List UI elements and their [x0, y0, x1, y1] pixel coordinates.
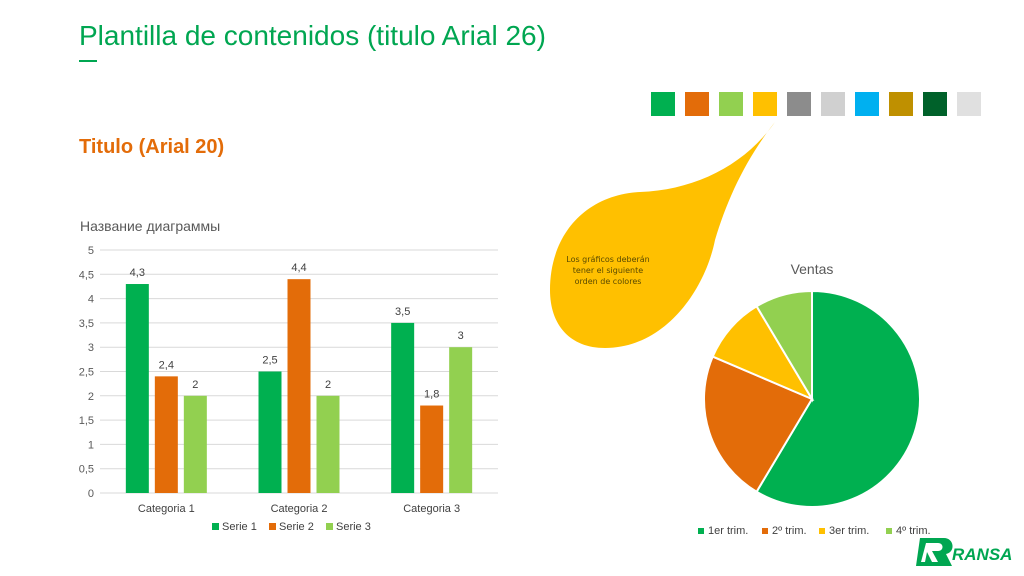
callout-shape: [550, 122, 775, 348]
title-underline: [79, 60, 97, 62]
pie-chart: 1er trim. 2º trim. 3er trim. 4º trim.: [698, 289, 931, 537]
legend-label: 3er trim.: [829, 525, 869, 537]
legend-label: Serie 2: [279, 521, 314, 533]
data-label: 1,8: [424, 389, 439, 401]
y-tick-label: 4,5: [79, 269, 94, 281]
pie-slice: [755, 289, 813, 403]
color-swatch: [923, 92, 947, 116]
data-label: 4,4: [291, 262, 306, 274]
callout-bubble: [550, 122, 775, 348]
y-tick-label: 1: [88, 439, 94, 451]
bar: [154, 376, 178, 493]
legend-label: 4º trim.: [896, 525, 931, 537]
data-label: 3,5: [395, 306, 410, 318]
color-swatch: [855, 92, 879, 116]
data-label: 2: [192, 379, 198, 391]
bar: [449, 347, 473, 493]
legend-label: Serie 3: [336, 521, 371, 533]
data-label: 3: [458, 330, 464, 342]
legend-label: 1er trim.: [708, 525, 748, 537]
callout-line: tener el siguiente: [572, 266, 644, 275]
y-tick-label: 3: [88, 342, 94, 354]
y-tick-label: 5: [88, 245, 94, 257]
data-label: 2,5: [262, 355, 277, 367]
bar: [391, 322, 415, 493]
legend-swatch: [212, 523, 219, 530]
legend-swatch: [762, 528, 768, 534]
y-tick-label: 3,5: [79, 318, 94, 330]
y-tick-label: 1,5: [79, 415, 94, 427]
slide-title: Plantilla de contenidos (titulo Arial 26…: [79, 20, 546, 51]
legend-swatch: [698, 528, 704, 534]
legend-swatch: [886, 528, 892, 534]
pie-slice: [703, 355, 814, 494]
y-tick-label: 0,5: [79, 464, 94, 476]
callout-line: orden de colores: [574, 277, 642, 286]
color-swatch: [685, 92, 709, 116]
y-tick-label: 2: [88, 391, 94, 403]
callout-text: Los gráficos deberán tener el siguiente …: [564, 254, 652, 287]
bar: [287, 279, 311, 493]
legend-label: 2º trim.: [772, 525, 807, 537]
bar: [420, 405, 444, 493]
callout-line: Los gráficos deberán: [566, 255, 650, 264]
data-label: 4,3: [130, 267, 145, 279]
color-swatch: [787, 92, 811, 116]
data-label: 2,4: [159, 359, 174, 371]
color-swatch: [719, 92, 743, 116]
x-tick-label: Categoria 2: [271, 503, 328, 515]
bar: [125, 284, 149, 493]
y-tick-label: 2,5: [79, 367, 94, 379]
bar: [258, 371, 282, 493]
bar: [183, 395, 207, 493]
bar-chart: 0 0,5 1 1,5 2 2,5 3 3,5 4 4,5 5 4,3 2,4 2 Categoria 1 2…: [79, 245, 498, 533]
x-tick-label: Categoria 1: [138, 503, 195, 515]
bar-chart-title: Название диаграммы: [80, 218, 221, 234]
legend-swatch: [326, 523, 333, 530]
legend-swatch: [269, 523, 276, 530]
legend-swatch: [819, 528, 825, 534]
color-palette: [651, 92, 991, 116]
data-label: 2: [325, 379, 331, 391]
logo-mark-r: [921, 543, 943, 562]
slide-subtitle: Titulo (Arial 20): [79, 136, 225, 158]
legend-label: Serie 1: [222, 521, 257, 533]
bar: [316, 395, 340, 493]
y-tick-label: 0: [88, 488, 94, 500]
pie-slice: [755, 289, 921, 508]
ransa-logo: RANSA: [916, 538, 1012, 566]
logo-text: RANSA: [952, 545, 1012, 564]
color-swatch: [957, 92, 981, 116]
color-swatch: [889, 92, 913, 116]
color-swatch: [821, 92, 845, 116]
x-tick-label: Categoria 3: [403, 503, 460, 515]
color-swatch: [753, 92, 777, 116]
y-tick-label: 4: [88, 294, 94, 306]
color-swatch: [651, 92, 675, 116]
pie-chart-title: Ventas: [790, 261, 834, 277]
